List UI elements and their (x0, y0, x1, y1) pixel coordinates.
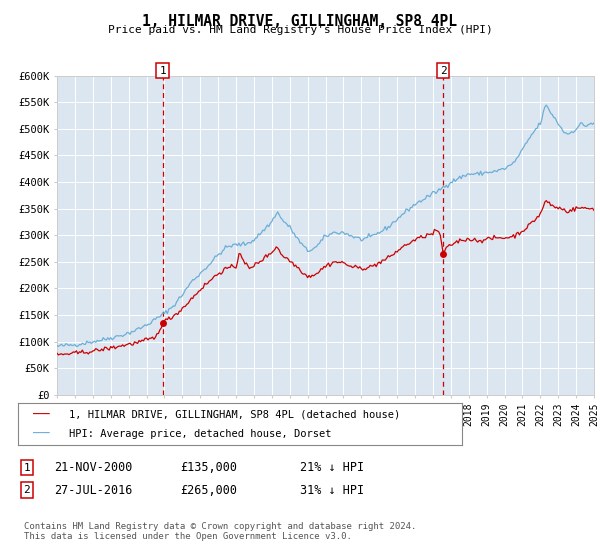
Text: HPI: Average price, detached house, Dorset: HPI: Average price, detached house, Dors… (69, 429, 331, 439)
Text: £265,000: £265,000 (180, 483, 237, 497)
Text: ——: —— (33, 408, 50, 422)
Text: Contains HM Land Registry data © Crown copyright and database right 2024.
This d: Contains HM Land Registry data © Crown c… (24, 522, 416, 542)
Text: ——: —— (33, 427, 50, 441)
Text: Price paid vs. HM Land Registry's House Price Index (HPI): Price paid vs. HM Land Registry's House … (107, 25, 493, 35)
Text: 21% ↓ HPI: 21% ↓ HPI (300, 461, 364, 474)
Text: 31% ↓ HPI: 31% ↓ HPI (300, 483, 364, 497)
Text: 1, HILMAR DRIVE, GILLINGHAM, SP8 4PL: 1, HILMAR DRIVE, GILLINGHAM, SP8 4PL (143, 14, 458, 29)
Text: 1: 1 (23, 463, 31, 473)
Text: 2: 2 (440, 66, 446, 76)
Text: 2: 2 (23, 485, 31, 495)
Text: 1: 1 (159, 66, 166, 76)
Text: 1, HILMAR DRIVE, GILLINGHAM, SP8 4PL (detached house): 1, HILMAR DRIVE, GILLINGHAM, SP8 4PL (de… (69, 409, 400, 419)
Text: £135,000: £135,000 (180, 461, 237, 474)
Text: 21-NOV-2000: 21-NOV-2000 (54, 461, 133, 474)
Text: 27-JUL-2016: 27-JUL-2016 (54, 483, 133, 497)
